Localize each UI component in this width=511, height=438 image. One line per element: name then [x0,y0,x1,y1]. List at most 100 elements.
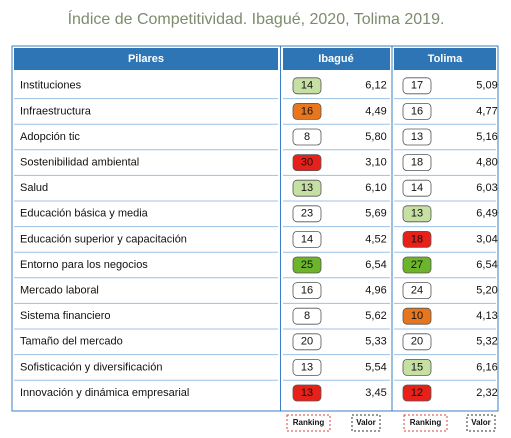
pilar: Educación superior y capacitación [20,233,187,245]
pilar: Entorno para los negocios [20,259,148,271]
legend-box [403,414,448,432]
pilar: Tamaño del mercado [20,336,123,348]
rank: 8 [304,131,310,143]
rank-badge [402,307,432,325]
value: 4,13 [476,310,497,322]
rank-badge [292,307,322,325]
value: 4,77 [476,105,497,117]
rows: Instituciones 14 6,12 17 5,09 Infraestructura… [14,77,498,402]
rank-badge [292,179,322,197]
legend-box [286,414,331,432]
value: 5,54 [365,361,386,373]
rank: 13 [301,182,313,194]
header-cell [394,48,496,70]
value: 5,32 [476,336,497,348]
rank-badge [292,384,322,402]
rank-badge [402,103,432,120]
rank-badge [292,154,322,172]
rank: 27 [411,259,423,271]
rank: 16 [301,105,313,117]
value: 6,16 [476,361,497,373]
rank-badge [292,128,322,146]
rank-badge [292,282,322,300]
rank-badge [402,179,432,197]
rank-badge [402,154,432,172]
rank: 8 [304,310,310,322]
rank: 13 [411,131,423,143]
rank: 14 [411,182,423,194]
rank: 15 [411,361,423,373]
value: 3,10 [365,157,386,169]
rank: 14 [301,233,313,245]
pilar: Sostenibilidad ambiental [20,157,139,169]
rank: 18 [411,157,423,169]
rank-badge [292,205,322,223]
pilar: Educación básica y media [20,208,149,220]
pilar: Sofisticación y diversificación [20,361,162,373]
rank-badge [292,256,322,274]
pilar: Infraestructura [20,105,92,117]
header: Tolima [428,53,464,65]
legend-label: Valor [471,418,491,427]
rank: 18 [411,233,423,245]
rank-badge [402,256,432,274]
value: 5,80 [365,131,386,143]
table-frame [11,45,499,412]
pilar: Innovación y dinámica empresarial [20,387,189,399]
value: 5,62 [365,310,386,322]
value: 4,80 [476,157,497,169]
value: 5,16 [476,131,497,143]
rank: 14 [301,80,313,92]
rank-badge [292,358,322,376]
rank-badge [402,230,432,248]
rank: 12 [411,387,423,399]
title: Índice de Competitividad. Ibagué, 2020, … [68,9,445,28]
pilar: Salud [20,182,48,194]
value: 5,69 [365,208,386,220]
rank: 10 [411,310,423,322]
legend-label: Ranking [293,418,325,427]
rank-badge [402,358,432,376]
rank-badge [292,230,322,248]
rank-badge [402,77,432,95]
value: 3,45 [365,387,386,399]
rank: 25 [301,259,313,271]
rank-badge [402,205,432,223]
value: 4,96 [365,285,386,297]
value: 6,49 [476,208,497,220]
rank: 24 [411,285,423,297]
header: Ibagué [318,53,353,65]
legend: Ranking Valor Ranking Valor [286,414,496,432]
value: 5,20 [476,285,497,297]
rank: 30 [301,157,313,169]
rank: 23 [301,208,313,220]
rank-badge [402,333,432,351]
rank: 20 [411,336,423,348]
value: 4,52 [365,233,386,245]
value: 2,32 [476,387,497,399]
rank: 20 [301,336,313,348]
legend-box [351,414,381,432]
value: 4,49 [365,105,386,117]
legend-label: Valor [356,418,376,427]
rank-badge [402,128,432,146]
rank: 16 [411,105,423,117]
rank-badge [292,103,322,120]
rank: 13 [301,387,313,399]
rank-badge [292,333,322,351]
value: 5,09 [476,80,497,92]
header-cell [14,48,278,70]
header-cell [283,48,390,70]
rank-badge [402,282,432,300]
value: 5,33 [365,336,386,348]
rank: 13 [301,361,313,373]
pilar: Instituciones [20,80,82,92]
rank: 13 [411,208,423,220]
value: 6,12 [365,80,386,92]
pilar: Sistema financiero [20,310,111,322]
rank: 16 [301,285,313,297]
value: 6,54 [476,259,497,271]
rank: 17 [411,80,423,92]
value: 6,10 [365,182,386,194]
